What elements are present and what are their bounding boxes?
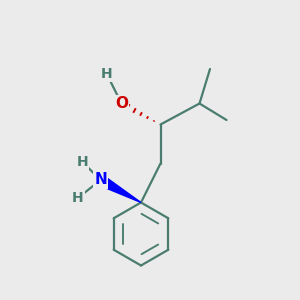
Polygon shape bbox=[98, 175, 141, 202]
Text: H: H bbox=[101, 67, 112, 80]
Text: H: H bbox=[77, 155, 88, 169]
Text: O: O bbox=[115, 96, 128, 111]
Text: N: N bbox=[94, 172, 107, 188]
Text: H: H bbox=[72, 191, 84, 205]
